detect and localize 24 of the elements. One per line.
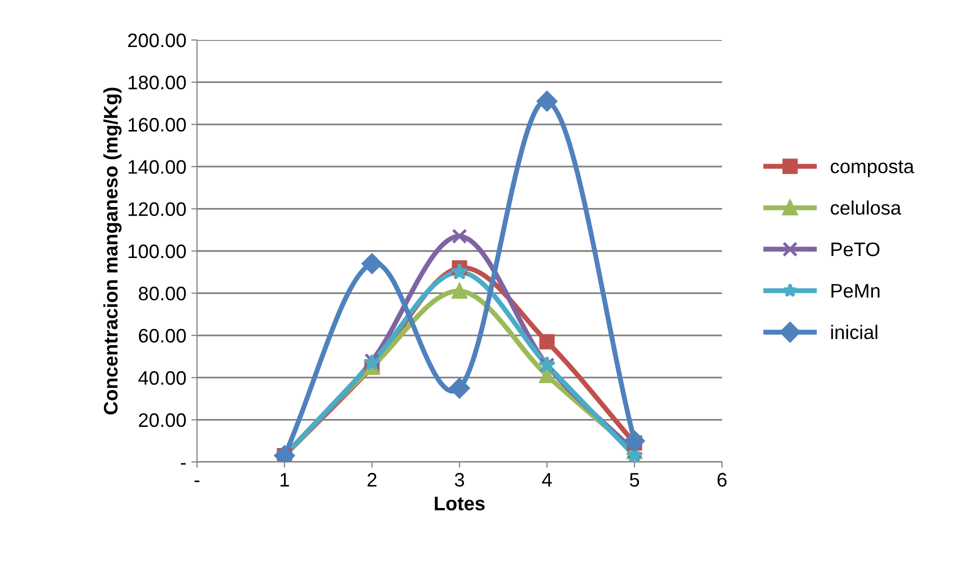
y-tick-label: 160.00 xyxy=(128,118,186,132)
legend-label: celulosa xyxy=(830,200,902,215)
y-tick-label: 80.00 xyxy=(138,286,186,300)
x-tick-label: 1 xyxy=(280,473,289,487)
x-tick-label: 4 xyxy=(542,473,552,487)
legend-label: composta xyxy=(830,160,914,178)
y-tick-label: 200.00 xyxy=(128,33,186,48)
y-tick-label: 20.00 xyxy=(138,413,186,428)
y-tick-label: 140.00 xyxy=(128,160,186,174)
y-tick-label: 100.00 xyxy=(128,244,186,258)
legend-label: inicial xyxy=(831,324,878,340)
x-axis-title: Lotes xyxy=(434,496,485,510)
y-tick-label: 60.00 xyxy=(138,328,186,343)
x-tick-label: 2 xyxy=(368,472,376,487)
x-tick-label: 6 xyxy=(718,472,727,487)
y-tick-label: 180.00 xyxy=(128,76,186,90)
legend-label: PeMn xyxy=(832,284,880,298)
y-tick-label: - xyxy=(180,463,186,465)
y-tick-label: 40.00 xyxy=(138,371,186,385)
x-tick-label: 3 xyxy=(454,472,464,487)
y-tick-label: 120.00 xyxy=(128,202,186,216)
legend-label: PeTO xyxy=(832,242,880,256)
y-axis-title: Concentracion manganeso (mg/Kg) xyxy=(103,88,122,414)
x-tick-label: 5 xyxy=(630,473,640,487)
